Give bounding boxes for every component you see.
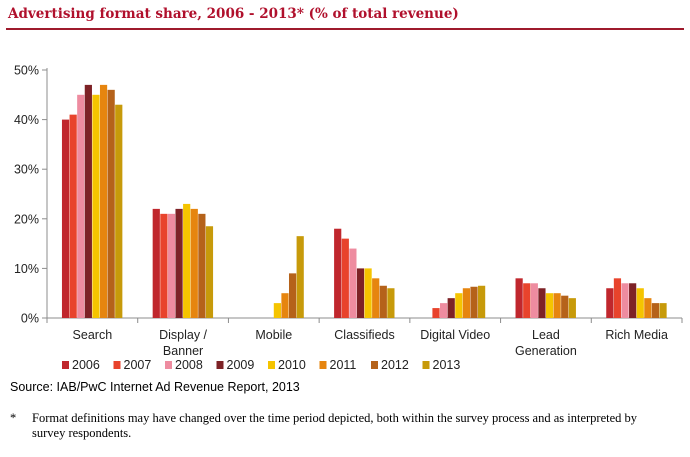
- bar-2010-5: [545, 293, 554, 318]
- legend-label-2008: 2008: [175, 358, 203, 372]
- bar-2011-0: [99, 84, 108, 318]
- bar-2012-5: [561, 295, 569, 318]
- bar-2006-1: [152, 208, 160, 318]
- y-tick-label: 30%: [14, 163, 39, 177]
- bar-2009-0: [84, 84, 92, 318]
- bar-2008-0: [77, 94, 85, 318]
- footnote-marker: *: [10, 411, 17, 425]
- x-category-label: Classifieds: [334, 328, 394, 342]
- legend-swatch-2010: [268, 361, 275, 369]
- bar-2010-2: [273, 303, 281, 318]
- bar-2013-0: [115, 104, 123, 318]
- legend-swatch-2012: [371, 361, 378, 369]
- x-category-label: Rich Media: [605, 328, 668, 342]
- bar-2006-5: [515, 278, 523, 318]
- chart-title: Advertising format share, 2006 - 2013* (…: [8, 6, 459, 22]
- y-tick-label: 20%: [14, 212, 39, 226]
- legend-swatch-2009: [216, 361, 224, 369]
- x-category-label: Lead: [532, 328, 560, 342]
- bar-2011-5: [553, 293, 561, 318]
- bar-2012-3: [379, 285, 387, 318]
- bar-2008-4: [440, 303, 448, 318]
- bar-2010-0: [92, 94, 100, 318]
- y-tick-label: 50%: [14, 64, 39, 78]
- bar-2013-6: [659, 303, 667, 318]
- bar-2010-1: [183, 203, 191, 318]
- bar-2008-5: [530, 283, 538, 318]
- legend-swatch-2011: [319, 361, 327, 369]
- footnote-text: Format definitions may have changed over…: [32, 411, 638, 440]
- bar-2010-6: [636, 288, 644, 318]
- bar-2012-0: [107, 89, 115, 318]
- legend-swatch-2007: [113, 361, 121, 369]
- bar-2012-1: [198, 213, 206, 318]
- bar-2011-6: [644, 298, 652, 318]
- bar-2013-5: [568, 298, 576, 318]
- bar-2009-1: [175, 208, 183, 318]
- x-category-label: Banner: [163, 344, 203, 358]
- bar-2010-3: [364, 268, 372, 318]
- bar-2013-4: [478, 285, 486, 318]
- bar-2007-4: [432, 308, 440, 318]
- y-tick-label: 0%: [21, 312, 39, 326]
- bar-2011-4: [462, 288, 471, 318]
- legend-label-2010: 2010: [278, 358, 306, 372]
- legend-label-2013: 2013: [433, 358, 461, 372]
- legend-label-2011: 2011: [330, 358, 357, 372]
- source-note: Source: IAB/PwC Internet Ad Revenue Repo…: [10, 380, 300, 394]
- bar-2011-2: [281, 293, 289, 318]
- bar-2009-6: [629, 283, 637, 318]
- x-category-label: Generation: [515, 344, 577, 358]
- bar-2006-0: [61, 119, 70, 318]
- footnote: * Format definitions may have changed ov…: [10, 411, 670, 441]
- legend-swatch-2013: [422, 361, 430, 369]
- legend-swatch-2006: [62, 361, 69, 369]
- bar-2007-1: [160, 213, 168, 318]
- bar-2009-4: [447, 298, 455, 318]
- bar-2012-4: [470, 286, 478, 318]
- bar-2013-2: [296, 236, 304, 318]
- bar-2012-2: [288, 273, 297, 318]
- bar-2006-6: [606, 288, 614, 318]
- bar-2008-1: [167, 213, 176, 318]
- legend-label-2006: 2006: [72, 358, 100, 372]
- bar-2007-6: [613, 278, 622, 318]
- bar-2013-1: [205, 226, 214, 318]
- legend-label-2009: 2009: [227, 358, 255, 372]
- bar-2008-3: [349, 248, 357, 318]
- bar-2006-3: [334, 228, 342, 318]
- legend-label-2007: 2007: [124, 358, 152, 372]
- bar-2009-3: [356, 268, 365, 318]
- bar-2007-0: [69, 114, 77, 318]
- bar-2007-3: [341, 238, 349, 318]
- legend-label-2012: 2012: [381, 358, 409, 372]
- x-category-label: Search: [73, 328, 113, 342]
- y-tick-label: 40%: [14, 113, 39, 127]
- x-category-label: Digital Video: [420, 328, 490, 342]
- bar-2013-3: [387, 288, 395, 318]
- y-tick-label: 10%: [14, 262, 39, 276]
- bar-2007-5: [523, 283, 531, 318]
- bar-2010-4: [455, 293, 463, 318]
- bar-2011-3: [372, 278, 380, 318]
- legend-swatch-2008: [165, 361, 172, 369]
- bar-chart: 0% 10% 20% 30% 40% 50% Search Display / Banner Mo…: [14, 64, 683, 372]
- bar-2009-5: [538, 288, 546, 318]
- x-category-label: Display /: [159, 328, 207, 342]
- bar-2012-6: [651, 303, 660, 318]
- bar-2008-6: [621, 283, 629, 318]
- bar-2011-1: [190, 208, 198, 318]
- title-divider: [6, 28, 684, 30]
- x-category-label: Mobile: [255, 328, 292, 342]
